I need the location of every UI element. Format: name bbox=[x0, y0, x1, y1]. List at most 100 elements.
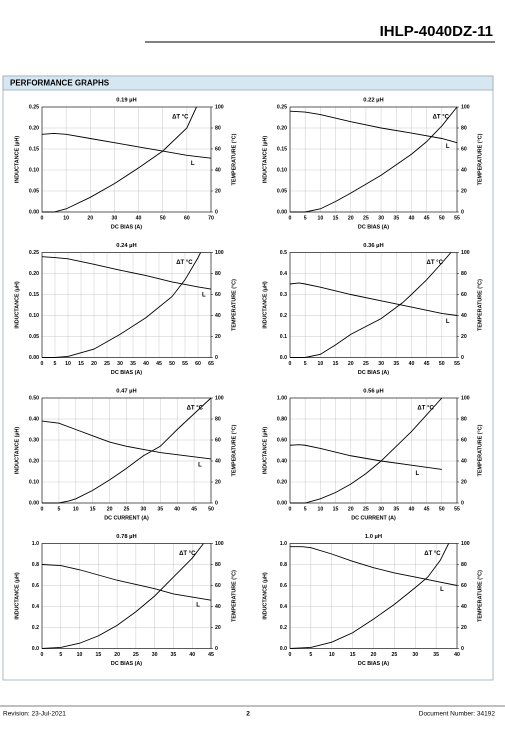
series-line bbox=[289, 543, 450, 649]
series-label: L bbox=[446, 144, 450, 150]
y2-tick-label: 60 bbox=[215, 583, 221, 589]
y2-tick-label: 0 bbox=[215, 500, 218, 506]
plot-frame bbox=[289, 252, 458, 358]
x-tick-label: 70 bbox=[208, 215, 214, 221]
x-tick-label: 40 bbox=[174, 506, 180, 512]
plot-frame bbox=[289, 543, 458, 649]
y2-axis-title: TEMPERATURE (°C) bbox=[477, 424, 483, 476]
x-tick-label: 45 bbox=[156, 361, 162, 367]
y-tick-label: 0.25 bbox=[277, 104, 287, 110]
x-tick-label: 25 bbox=[104, 361, 110, 367]
x-tick-label: 45 bbox=[208, 652, 214, 658]
y2-tick-label: 20 bbox=[215, 334, 221, 340]
footer-document: Document Number: 34192 bbox=[419, 711, 496, 718]
y-tick-label: 0.10 bbox=[29, 479, 39, 485]
x-tick-label: 10 bbox=[317, 361, 323, 367]
series-label: ΔT °C bbox=[179, 551, 196, 557]
y2-tick-label: 80 bbox=[461, 125, 467, 131]
x-tick-label: 10 bbox=[317, 215, 323, 221]
series-line bbox=[290, 106, 458, 213]
y2-axis-title: TEMPERATURE (°C) bbox=[477, 570, 483, 622]
x-tick-label: 30 bbox=[378, 361, 384, 367]
chart-title: 0.36 µH bbox=[363, 243, 383, 249]
y-tick-label: 0.2 bbox=[32, 625, 39, 631]
x-axis-title: DC BIAS (A) bbox=[111, 370, 142, 376]
y-tick-label: 0.8 bbox=[280, 562, 287, 568]
y2-tick-label: 0 bbox=[461, 209, 464, 215]
x-tick-label: 15 bbox=[90, 506, 96, 512]
y-axis-title: INDUCTANCE (µH) bbox=[14, 281, 20, 329]
x-tick-label: 10 bbox=[65, 361, 71, 367]
x-tick-label: 10 bbox=[317, 506, 323, 512]
chart-title: 0.56 µH bbox=[363, 389, 383, 395]
x-tick-label: 35 bbox=[433, 652, 439, 658]
x-tick-label: 40 bbox=[136, 215, 142, 221]
x-tick-label: 50 bbox=[439, 506, 445, 512]
y2-axis-title: TEMPERATURE (°C) bbox=[477, 279, 483, 331]
x-tick-label: 25 bbox=[124, 506, 130, 512]
y-tick-label: 0.15 bbox=[29, 146, 39, 152]
y-tick-label: 0.50 bbox=[29, 395, 39, 401]
y2-tick-label: 20 bbox=[215, 479, 221, 485]
y-tick-label: 0.40 bbox=[29, 416, 39, 422]
x-tick-label: 20 bbox=[87, 215, 93, 221]
series-label: L bbox=[415, 471, 419, 477]
x-tick-label: 10 bbox=[329, 652, 335, 658]
x-tick-label: 0 bbox=[289, 361, 292, 367]
y-tick-label: 0.5 bbox=[280, 250, 287, 256]
y-tick-label: 1.0 bbox=[32, 541, 39, 547]
x-tick-label: 15 bbox=[95, 652, 101, 658]
x-tick-label: 40 bbox=[409, 361, 415, 367]
y2-tick-label: 20 bbox=[215, 188, 221, 194]
y-axis-title: INDUCTANCE (µH) bbox=[262, 427, 268, 475]
y2-tick-label: 80 bbox=[461, 271, 467, 277]
y2-axis-title: TEMPERATURE (°C) bbox=[231, 424, 237, 476]
series-label: ΔT °C bbox=[176, 260, 193, 266]
series-label: ΔT °C bbox=[433, 115, 450, 121]
x-tick-label: 15 bbox=[333, 506, 339, 512]
x-tick-label: 40 bbox=[189, 652, 195, 658]
series-label: L bbox=[202, 293, 206, 299]
chart-title: 0.78 µH bbox=[116, 534, 136, 540]
y2-tick-label: 40 bbox=[461, 604, 467, 610]
y-tick-label: 0.10 bbox=[29, 167, 39, 173]
x-tick-label: 35 bbox=[171, 652, 177, 658]
y2-axis-title: TEMPERATURE (°C) bbox=[231, 570, 237, 622]
y-tick-label: 0.0 bbox=[280, 355, 287, 361]
x-axis-title: DC CURRENT (A) bbox=[351, 515, 396, 521]
x-tick-label: 50 bbox=[208, 506, 214, 512]
x-tick-label: 20 bbox=[348, 506, 354, 512]
y2-tick-label: 40 bbox=[461, 313, 467, 319]
x-tick-label: 20 bbox=[348, 215, 354, 221]
y-tick-label: 0.20 bbox=[29, 458, 39, 464]
y2-tick-label: 40 bbox=[461, 167, 467, 173]
x-tick-label: 65 bbox=[208, 361, 214, 367]
y2-tick-label: 60 bbox=[461, 437, 467, 443]
y2-tick-label: 20 bbox=[461, 334, 467, 340]
series-line bbox=[41, 256, 212, 290]
x-tick-label: 30 bbox=[412, 652, 418, 658]
y2-tick-label: 100 bbox=[215, 250, 224, 256]
x-tick-label: 5 bbox=[304, 215, 307, 221]
x-tick-label: 30 bbox=[152, 652, 158, 658]
x-tick-label: 10 bbox=[77, 652, 83, 658]
x-tick-label: 30 bbox=[378, 506, 384, 512]
x-tick-label: 35 bbox=[157, 506, 163, 512]
x-tick-label: 5 bbox=[309, 652, 312, 658]
y2-tick-label: 100 bbox=[215, 541, 224, 547]
x-tick-label: 0 bbox=[41, 215, 44, 221]
header-title: IHLP-4040DZ-11 bbox=[380, 23, 493, 40]
x-tick-label: 50 bbox=[439, 215, 445, 221]
y-tick-label: 0.20 bbox=[277, 125, 287, 131]
section-header bbox=[2, 75, 494, 91]
y2-tick-label: 0 bbox=[461, 646, 464, 652]
x-tick-label: 0 bbox=[41, 361, 44, 367]
series-line bbox=[289, 282, 458, 316]
y2-tick-label: 40 bbox=[461, 458, 467, 464]
y2-tick-label: 0 bbox=[215, 209, 218, 215]
x-tick-label: 30 bbox=[141, 506, 147, 512]
y-tick-label: 0.25 bbox=[29, 250, 39, 256]
series-label: L bbox=[198, 462, 202, 468]
y2-tick-label: 40 bbox=[215, 604, 221, 610]
